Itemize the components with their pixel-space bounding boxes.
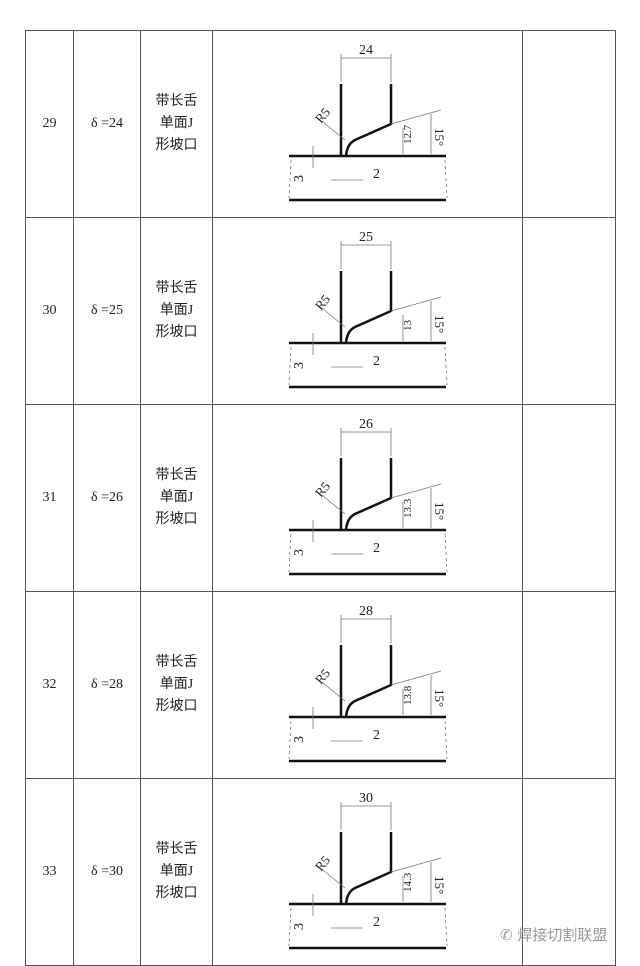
table-row: 31 δ =26 带长舌 单面J 形坡口 26 R5 13.3 15° 2 3 bbox=[25, 404, 616, 592]
remarks-cell bbox=[522, 591, 616, 779]
width-dimension: 30 bbox=[359, 791, 373, 806]
groove-drawing: 25 R5 13 15° 2 3 bbox=[288, 230, 448, 388]
gap-dimension: 2 bbox=[373, 354, 380, 369]
depth-dimension: 13.8 bbox=[402, 685, 414, 705]
thickness: δ =30 bbox=[73, 778, 141, 966]
radius-label: R5 bbox=[312, 665, 333, 686]
remarks-cell bbox=[522, 217, 616, 405]
gap-dimension: 2 bbox=[373, 915, 380, 930]
depth-dimension: 13.3 bbox=[402, 498, 414, 518]
type-line: 带长舌 bbox=[155, 468, 198, 483]
gap-dimension: 2 bbox=[373, 541, 380, 556]
groove-profile bbox=[344, 831, 393, 904]
groove-drawing-cell: 24 R5 12.7 15° 2 3 bbox=[212, 30, 523, 218]
root-dimension: 3 bbox=[292, 549, 307, 556]
depth-dimension: 12.7 bbox=[402, 124, 414, 144]
groove-drawing-cell: 25 R5 13 15° 2 3 bbox=[212, 217, 523, 405]
type-line: 形坡口 bbox=[155, 138, 198, 153]
thickness: δ =28 bbox=[73, 591, 141, 779]
remarks-cell bbox=[522, 404, 616, 592]
groove-drawing: 26 R5 13.3 15° 2 3 bbox=[288, 417, 448, 575]
width-dimension: 26 bbox=[359, 417, 373, 432]
type-line: 带长舌 bbox=[155, 94, 198, 109]
groove-type: 带长舌 单面J 形坡口 bbox=[140, 404, 213, 592]
row-number: 31 bbox=[25, 404, 74, 592]
root-dimension: 3 bbox=[292, 175, 307, 182]
groove-drawing-cell: 28 R5 13.8 15° 2 3 bbox=[212, 591, 523, 779]
width-dimension: 24 bbox=[359, 43, 373, 58]
gap-dimension: 2 bbox=[373, 728, 380, 743]
root-dimension: 3 bbox=[292, 923, 307, 930]
type-line: 单面J bbox=[159, 864, 194, 879]
table-row: 29 δ =24 带长舌 单面J 形坡口 24 R5 12.7 15° 2 3 bbox=[25, 30, 616, 218]
row-number: 33 bbox=[25, 778, 74, 966]
width-dimension: 25 bbox=[359, 230, 373, 245]
groove-profile bbox=[344, 270, 393, 343]
radius-label: R5 bbox=[312, 478, 333, 499]
radius-label: R5 bbox=[312, 291, 333, 312]
row-number: 32 bbox=[25, 591, 74, 779]
groove-drawing: 30 R5 14.3 15° 2 3 bbox=[288, 791, 448, 949]
root-dimension: 3 bbox=[292, 362, 307, 369]
radius-label: R5 bbox=[312, 104, 333, 125]
thickness: δ =24 bbox=[73, 30, 141, 218]
joint-table: 29 δ =24 带长舌 单面J 形坡口 24 R5 12.7 15° 2 3 … bbox=[25, 30, 616, 966]
row-number: 29 bbox=[25, 30, 74, 218]
type-line: 形坡口 bbox=[155, 325, 198, 340]
groove-drawing: 24 R5 12.7 15° 2 3 bbox=[288, 43, 448, 201]
gap-dimension: 2 bbox=[373, 167, 380, 182]
type-line: 形坡口 bbox=[155, 699, 198, 714]
type-line: 形坡口 bbox=[155, 512, 198, 527]
table-row: 32 δ =28 带长舌 单面J 形坡口 28 R5 13.8 15° 2 3 bbox=[25, 591, 616, 779]
groove-type: 带长舌 单面J 形坡口 bbox=[140, 778, 213, 966]
groove-drawing-cell: 26 R5 13.3 15° 2 3 bbox=[212, 404, 523, 592]
root-dimension: 3 bbox=[292, 736, 307, 743]
type-line: 带长舌 bbox=[155, 842, 198, 857]
groove-type: 带长舌 单面J 形坡口 bbox=[140, 591, 213, 779]
groove-profile bbox=[344, 644, 393, 717]
depth-dimension: 13 bbox=[402, 319, 414, 331]
groove-drawing-cell: 30 R5 14.3 15° 2 3 bbox=[212, 778, 523, 966]
wechat-icon: ✆ bbox=[500, 926, 518, 944]
angle-label: 15° bbox=[432, 689, 447, 707]
type-line: 单面J bbox=[159, 303, 194, 318]
type-line: 单面J bbox=[159, 490, 194, 505]
groove-profile bbox=[344, 457, 393, 530]
groove-type: 带长舌 单面J 形坡口 bbox=[140, 30, 213, 218]
groove-type: 带长舌 单面J 形坡口 bbox=[140, 217, 213, 405]
radius-label: R5 bbox=[312, 852, 333, 873]
table-row: 33 δ =30 带长舌 单面J 形坡口 30 R5 14.3 15° 2 3 bbox=[25, 778, 616, 966]
remarks-cell bbox=[522, 778, 616, 966]
width-dimension: 28 bbox=[359, 604, 373, 619]
angle-label: 15° bbox=[432, 315, 447, 333]
angle-label: 15° bbox=[432, 876, 447, 894]
type-line: 单面J bbox=[159, 116, 194, 131]
remarks-cell bbox=[522, 30, 616, 218]
angle-label: 15° bbox=[432, 502, 447, 520]
depth-dimension: 14.3 bbox=[402, 872, 414, 892]
type-line: 带长舌 bbox=[155, 655, 198, 670]
watermark: ✆ 焊接切割联盟 bbox=[500, 926, 608, 944]
type-line: 形坡口 bbox=[155, 886, 198, 901]
type-line: 带长舌 bbox=[155, 281, 198, 296]
type-line: 单面J bbox=[159, 677, 194, 692]
thickness: δ =25 bbox=[73, 217, 141, 405]
groove-drawing: 28 R5 13.8 15° 2 3 bbox=[288, 604, 448, 762]
groove-profile bbox=[344, 83, 393, 156]
table-row: 30 δ =25 带长舌 单面J 形坡口 25 R5 13 15° 2 3 bbox=[25, 217, 616, 405]
angle-label: 15° bbox=[432, 128, 447, 146]
thickness: δ =26 bbox=[73, 404, 141, 592]
row-number: 30 bbox=[25, 217, 74, 405]
